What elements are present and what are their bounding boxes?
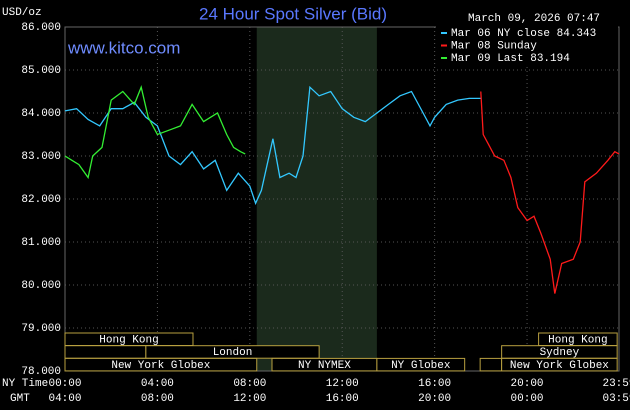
y-tick-label: 86.000	[21, 22, 61, 34]
gmt-tick-label: 20:00	[418, 393, 451, 405]
series-line	[480, 91, 620, 294]
x-tick-label: 00:00	[48, 378, 81, 390]
session-label: NY NYMEX	[298, 360, 351, 372]
session-box	[376, 357, 466, 372]
session-label: Hong Kong	[548, 334, 607, 346]
gmt-tick-label: 03:59	[602, 393, 630, 405]
x-tick-label: 23:59	[602, 378, 630, 390]
session-label: London	[213, 347, 253, 359]
session-label: New York Globex	[510, 360, 609, 372]
session-label: NY Globex	[391, 360, 451, 372]
y-axis-label: USD/oz	[2, 7, 42, 19]
chart-date: March 09, 2026 07:47	[468, 13, 600, 25]
y-tick-label: 84.000	[21, 108, 61, 120]
session-label: Hong Kong	[99, 334, 158, 346]
x-tick-label: 12:00	[326, 378, 359, 390]
y-tick-label: 80.000	[21, 280, 61, 292]
gmt-tick-label: 00:00	[511, 393, 544, 405]
x-row-label: NY Time	[2, 378, 48, 390]
chart-title: 24 Hour Spot Silver (Bid)	[199, 4, 387, 23]
session-box	[501, 357, 618, 372]
y-tick-label: 78.000	[21, 366, 61, 378]
x-tick-label: 16:00	[418, 378, 451, 390]
session-label: Sydney	[540, 347, 580, 359]
gmt-tick-label: 04:00	[48, 393, 81, 405]
shaded-region	[256, 27, 377, 371]
y-tick-label: 82.000	[21, 194, 61, 206]
x-row-label: GMT	[10, 393, 30, 405]
x-tick-label: 20:00	[511, 378, 544, 390]
gmt-tick-label: 16:00	[326, 393, 359, 405]
session-box	[64, 357, 258, 372]
y-tick-label: 79.000	[21, 323, 61, 335]
y-tick-label: 85.000	[21, 65, 61, 77]
x-tick-label: 04:00	[141, 378, 174, 390]
session-box	[64, 345, 147, 359]
legend-box	[436, 26, 618, 66]
session-label: New York Globex	[111, 360, 210, 372]
legend-label: Mar 08 Sunday	[451, 40, 537, 52]
y-tick-label: 83.000	[21, 151, 61, 163]
y-tick-label: 81.000	[21, 237, 61, 249]
legend-label: Mar 06 NY close 84.343	[451, 28, 596, 40]
series-line	[64, 85, 246, 180]
gmt-tick-label: 12:00	[233, 393, 266, 405]
session-box	[479, 357, 503, 372]
source-label: www.kitco.com	[67, 38, 180, 57]
legend-label: Mar 09 Last 83.194	[451, 53, 570, 65]
x-tick-label: 08:00	[233, 378, 266, 390]
gmt-tick-label: 08:00	[141, 393, 174, 405]
series-line	[64, 85, 481, 206]
